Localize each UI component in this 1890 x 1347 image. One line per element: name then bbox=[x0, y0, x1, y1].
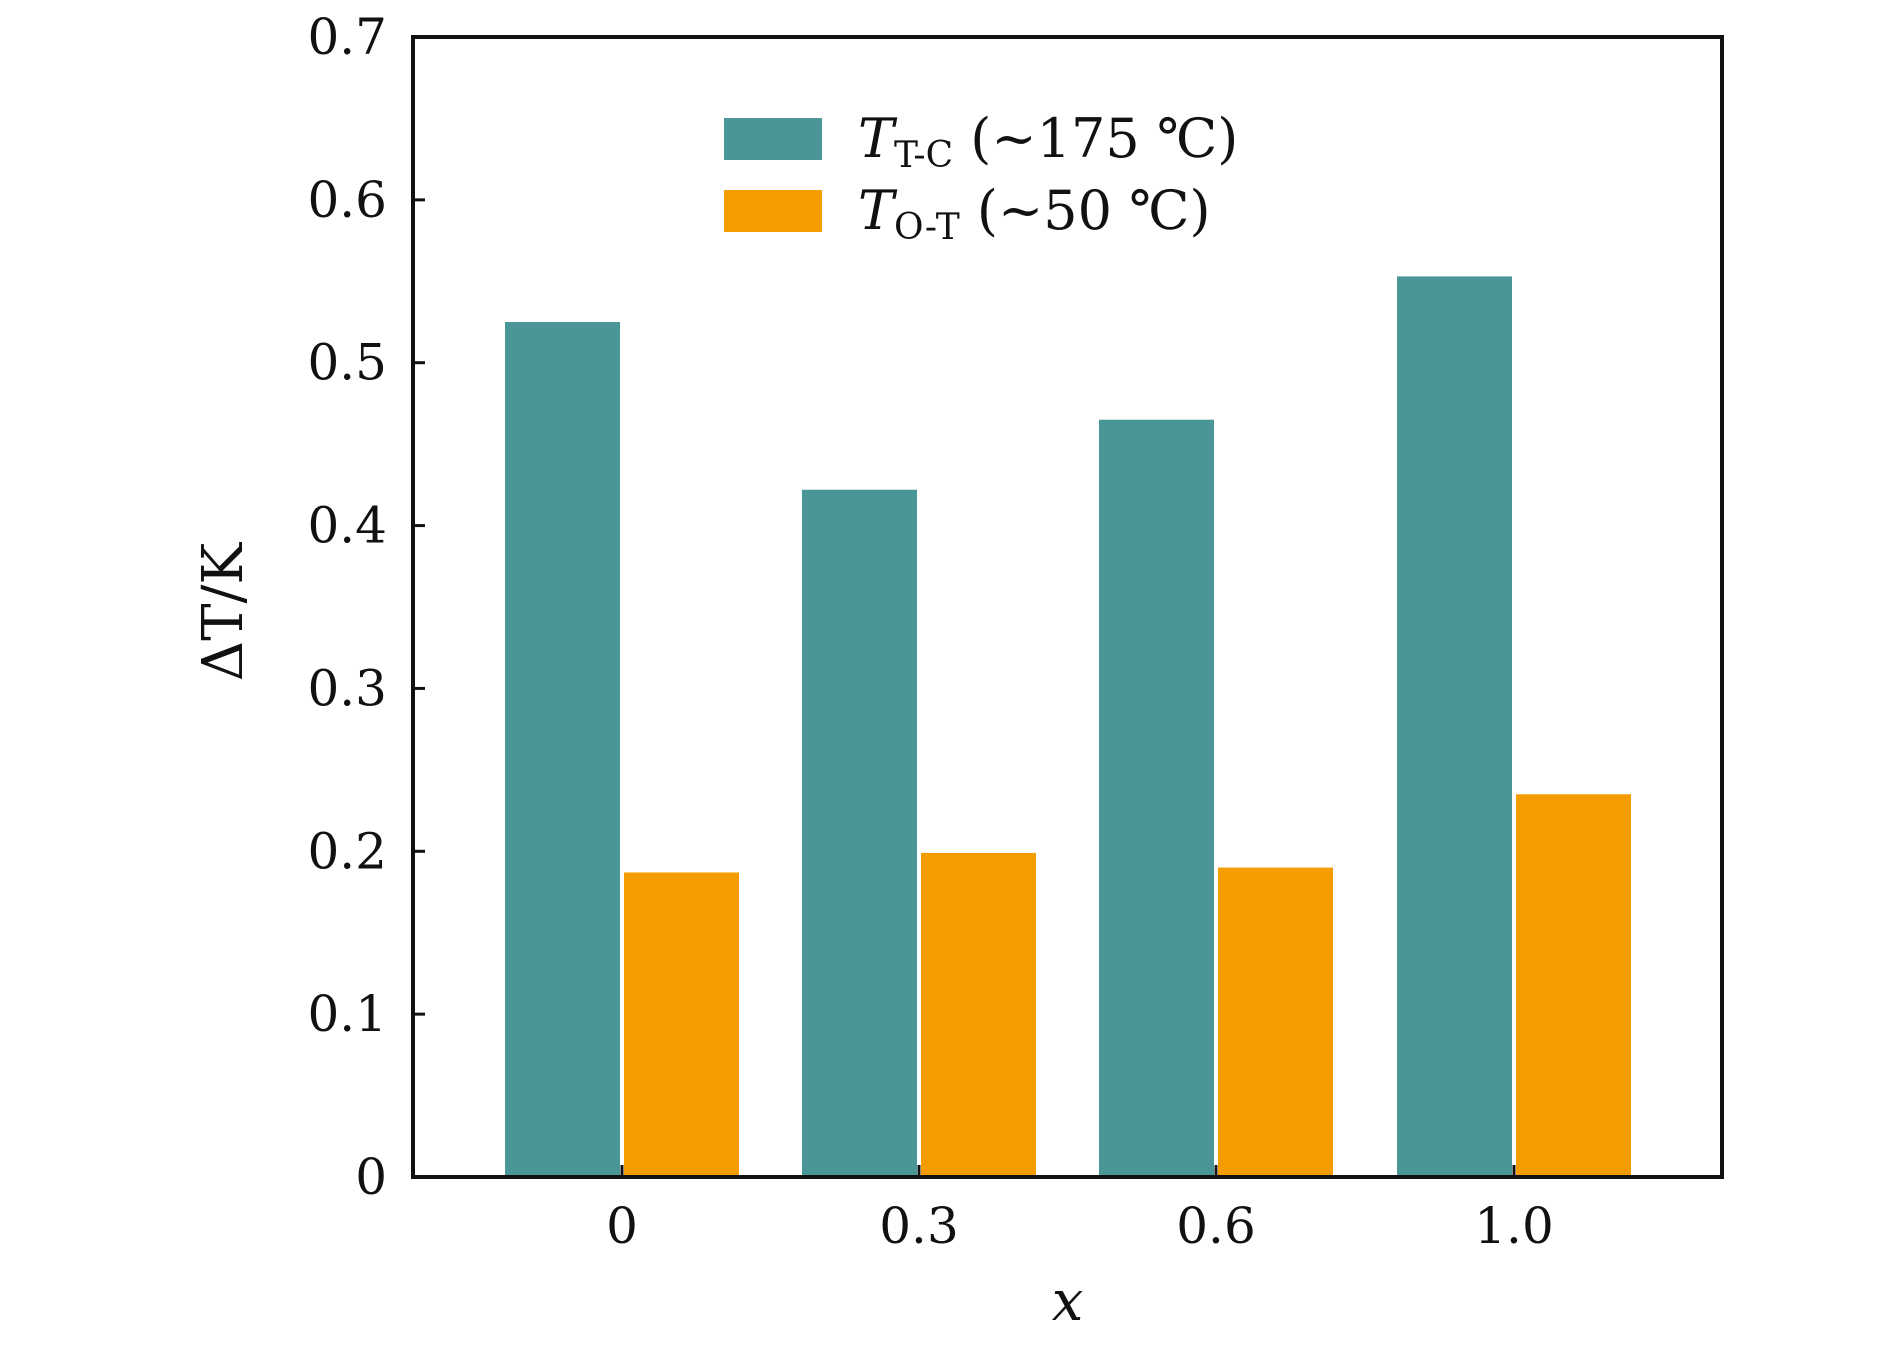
x-tick-label: 1.0 bbox=[1474, 1197, 1554, 1255]
legend: TT-C (~175 ℃)TO-T (~50 ℃) bbox=[724, 107, 1238, 248]
y-tick-label: 0.1 bbox=[307, 985, 387, 1043]
bar-tc-0.3 bbox=[802, 489, 917, 1177]
legend-label-tc: TT-C (~175 ℃) bbox=[858, 107, 1238, 176]
bar-tc-0.6 bbox=[1099, 419, 1214, 1177]
x-tick-label: 0.6 bbox=[1176, 1197, 1256, 1255]
bar-ot-0 bbox=[624, 872, 739, 1177]
y-tick-label: 0.6 bbox=[307, 171, 387, 229]
legend-label-ot: TO-T (~50 ℃) bbox=[858, 179, 1211, 248]
legend-swatch-ot bbox=[724, 190, 822, 232]
x-tick-label: 0.3 bbox=[879, 1197, 959, 1255]
bar-ot-1.0 bbox=[1516, 794, 1631, 1177]
legend-swatch-tc bbox=[724, 118, 822, 160]
bar-tc-0 bbox=[505, 322, 620, 1177]
y-axis: 0 0.1 0.2 0.3 0.4 0.5 0.6 0.7 bbox=[307, 8, 425, 1206]
y-tick-label: 0.4 bbox=[307, 497, 387, 555]
y-tick-label: 0.5 bbox=[307, 334, 387, 392]
bars-layer bbox=[505, 276, 1631, 1177]
y-tick-label: 0.7 bbox=[307, 8, 387, 66]
y-tick-label: 0 bbox=[355, 1148, 387, 1206]
bar-tc-1.0 bbox=[1397, 276, 1512, 1177]
y-tick-label: 0.3 bbox=[307, 659, 387, 717]
y-tick-label: 0.2 bbox=[307, 822, 387, 880]
y-axis-title: ΔT/K bbox=[191, 542, 256, 682]
plot-frame bbox=[411, 35, 1724, 1179]
bar-ot-0.6 bbox=[1218, 867, 1333, 1177]
bar-ot-0.3 bbox=[921, 852, 1036, 1177]
x-axis: 0 0.3 0.6 1.0 bbox=[606, 1165, 1554, 1255]
x-tick-label: 0 bbox=[606, 1197, 638, 1255]
x-axis-title: x bbox=[1052, 1269, 1084, 1334]
